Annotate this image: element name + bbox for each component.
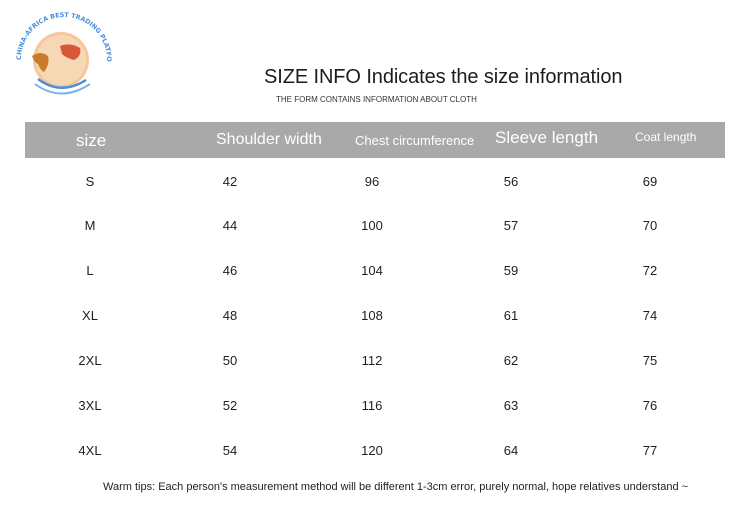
table-row: L 46 104 59 72 (0, 263, 750, 285)
table-cell-coat-length: 77 (642, 443, 658, 458)
table-cell-sleeve-length: 59 (503, 263, 519, 278)
table-row: 2XL 50 112 62 75 (0, 353, 750, 375)
table-cell-coat-length: 72 (642, 263, 658, 278)
table-header: size Shoulder width Chest circumference … (25, 122, 725, 158)
table-cell-coat-length: 75 (642, 353, 658, 368)
table-cell-size: 2XL (78, 353, 102, 368)
column-header-shoulder-width: Shoulder width (216, 131, 322, 148)
table-cell-sleeve-length: 61 (503, 308, 519, 323)
table-cell-chest-circumference: 116 (361, 398, 383, 413)
table-cell-chest-circumference: 100 (361, 218, 383, 233)
table-cell-size: L (86, 263, 94, 278)
warm-tips-note: Warm tips: Each person's measurement met… (103, 481, 689, 493)
table-cell-shoulder-width: 50 (222, 353, 238, 368)
table-row: 4XL 54 120 64 77 (0, 443, 750, 465)
column-header-coat-length: Coat length (635, 130, 697, 144)
table-cell-shoulder-width: 52 (222, 398, 238, 413)
table-cell-sleeve-length: 57 (503, 218, 519, 233)
table-row: 3XL 52 116 63 76 (0, 398, 750, 420)
table-cell-shoulder-width: 46 (222, 263, 238, 278)
table-cell-coat-length: 76 (642, 398, 658, 413)
table-cell-shoulder-width: 44 (222, 218, 238, 233)
table-row: M 44 100 57 70 (0, 218, 750, 240)
logo-emblem-icon: CHINA-AFRICA BEST TRADING PLATFORM (10, 6, 112, 95)
table-cell-shoulder-width: 48 (222, 308, 238, 323)
table-cell-chest-circumference: 108 (361, 308, 383, 323)
table-cell-chest-circumference: 96 (364, 174, 380, 189)
table-cell-size: S (85, 174, 95, 189)
table-cell-sleeve-length: 62 (503, 353, 519, 368)
table-cell-shoulder-width: 54 (222, 443, 238, 458)
table-cell-size: XL (82, 308, 98, 323)
table-row: XL 48 108 61 74 (0, 308, 750, 330)
table-cell-chest-circumference: 112 (361, 353, 383, 368)
table-cell-size: 4XL (78, 443, 102, 458)
table-cell-chest-circumference: 120 (361, 443, 383, 458)
table-cell-coat-length: 69 (642, 174, 658, 189)
table-cell-shoulder-width: 42 (222, 174, 238, 189)
column-header-chest-circumference: Chest circumference (355, 133, 475, 148)
table-cell-sleeve-length: 56 (503, 174, 519, 189)
page-subtitle: THE FORM CONTAINS INFORMATION ABOUT CLOT… (276, 95, 477, 104)
page-title: SIZE INFO Indicates the size information (264, 66, 623, 88)
column-header-size: size (76, 131, 107, 150)
table-cell-sleeve-length: 64 (503, 443, 519, 458)
table-row: S 42 96 56 69 (0, 174, 750, 196)
column-header-sleeve-length: Sleeve length (495, 128, 599, 147)
table-cell-coat-length: 70 (642, 218, 658, 233)
table-cell-chest-circumference: 104 (361, 263, 383, 278)
table-cell-size: 3XL (78, 398, 102, 413)
table-cell-sleeve-length: 63 (503, 398, 519, 413)
table-cell-size: M (84, 218, 96, 233)
brand-logo: CHINA-AFRICA BEST TRADING PLATFORM (10, 6, 112, 102)
table-cell-coat-length: 74 (642, 308, 658, 323)
